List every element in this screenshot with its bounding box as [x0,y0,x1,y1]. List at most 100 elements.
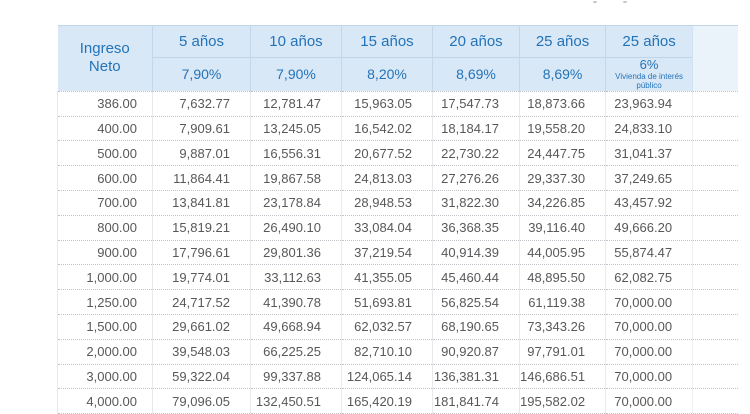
term-header-2: 10 años [250,25,342,58]
cropped-column-cell [692,338,738,365]
page: { "table": { "row_header_label": "Ingres… [57,1,738,414]
rate-header-5: 8,69% [518,57,606,92]
amount-cell: 33,112.63 [250,264,342,290]
income-cell: 4,000.00 [57,388,153,414]
amount-cell: 31,822.30 [432,190,520,216]
amount-cell: 37,219.54 [341,239,433,265]
header-row-rates: 7,90% 7,90% 8,20% 8,69% 8,69% 6% Vivienda de i… [58,57,738,92]
income-cell: 386.00 [57,90,153,117]
amount-cell: 24,833.10 [605,115,693,141]
amount-cell: 82,710.10 [341,338,433,365]
amount-cell: 61,119.38 [518,289,606,315]
loan-table-container: Ingreso Neto 5 años 10 años 15 años 20 años 25… [57,25,738,414]
amount-cell: 132,450.51 [250,388,342,414]
amount-cell: 9,887.01 [152,140,251,166]
amount-cell: 34,226.85 [518,190,606,216]
table-body: 386.00 7,632.77 12,781.47 15,963.05 17,547.7… [57,90,738,414]
cropped-text-fragment [593,1,597,3]
cropped-column-cell [692,115,738,141]
amount-cell: 68,190.65 [432,314,520,340]
amount-cell: 51,693.81 [341,289,433,315]
income-cell: 2,000.00 [57,338,153,365]
amount-cell: 15,819.21 [152,214,251,241]
amount-cell: 29,661.02 [152,314,251,340]
cropped-column-cell [692,264,738,290]
amount-cell: 146,686.51 [518,363,606,389]
amount-cell: 43,457.92 [605,190,693,216]
amount-cell: 70,000.00 [605,338,693,365]
amount-cell: 31,041.37 [605,140,693,166]
cropped-column-cell [692,90,738,117]
cropped-column-cell [692,363,738,389]
amount-cell: 15,963.05 [341,90,433,117]
amount-cell: 24,717.52 [152,289,251,315]
table-row: 700.00 13,841.81 23,178.84 28,948.53 31,822.… [57,190,738,216]
amount-cell: 19,558.20 [518,115,606,141]
rate-header-4: 8,69% [432,57,520,92]
amount-cell: 49,668.94 [250,314,342,340]
amount-cell: 79,096.05 [152,388,251,414]
amount-cell: 17,796.61 [152,239,251,265]
amount-cell: 165,420.19 [341,388,433,414]
rate-header-3: 8,20% [341,57,433,92]
amount-cell: 99,337.88 [250,363,342,389]
amount-cell: 33,084.04 [341,214,433,241]
table-header: Ingreso Neto 5 años 10 años 15 años 20 años 25… [57,25,738,92]
amount-cell: 56,825.54 [432,289,520,315]
income-cell: 3,000.00 [57,363,153,389]
amount-cell: 24,447.75 [518,140,606,166]
cropped-column-cell [692,140,738,166]
term-header-1: 5 años [152,25,251,58]
amount-cell: 24,813.03 [341,165,433,191]
cropped-column-cell [692,165,738,191]
amount-cell: 39,116.40 [518,214,606,241]
table-row: 1,250.00 24,717.52 41,390.78 51,693.81 56,82… [57,289,738,315]
income-cell: 400.00 [57,115,153,141]
amount-cell: 55,874.47 [605,239,693,265]
amount-cell: 70,000.00 [605,388,693,414]
table-row: 1,000.00 19,774.01 33,112.63 41,355.05 45,46… [57,264,738,290]
table-row: 2,000.00 39,548.03 66,225.25 82,710.10 90,92… [57,338,738,365]
amount-cell: 13,841.81 [152,190,251,216]
amount-cell: 11,864.41 [152,165,251,191]
amount-cell: 19,774.01 [152,264,251,290]
table-row: 4,000.00 79,096.05 132,450.51 165,420.19 181… [57,388,738,414]
cropped-column-cell [692,289,738,315]
income-cell: 1,250.00 [57,289,153,315]
amount-cell: 49,666.20 [605,214,693,241]
income-cell: 900.00 [57,239,153,265]
amount-cell: 136,381.31 [432,363,520,389]
amount-cell: 7,632.77 [152,90,251,117]
rate-header-2: 7,90% [250,57,342,92]
amount-cell: 28,948.53 [341,190,433,216]
term-header-5: 25 años [518,25,606,58]
amount-cell: 37,249.65 [605,165,693,191]
amount-cell: 70,000.00 [605,289,693,315]
income-cell: 800.00 [57,214,153,241]
amount-cell: 36,368.35 [432,214,520,241]
table-row: 386.00 7,632.77 12,781.47 15,963.05 17,547.7… [57,90,738,117]
amount-cell: 27,276.26 [432,165,520,191]
income-cell: 1,500.00 [57,314,153,340]
header-row-terms: Ingreso Neto 5 años 10 años 15 años 20 años 25… [57,25,738,92]
loan-amount-table: Ingreso Neto 5 años 10 años 15 años 20 años 25… [57,25,738,414]
amount-cell: 22,730.22 [432,140,520,166]
table-row: 1,500.00 29,661.02 49,668.94 62,032.57 68,19… [57,314,738,340]
amount-cell: 195,582.02 [518,388,606,414]
table-row: 500.00 9,887.01 16,556.31 20,677.52 22,730.2… [57,140,738,166]
table-row: 900.00 17,796.61 29,801.36 37,219.54 40,914.… [57,239,738,265]
cropped-column-header [692,25,738,92]
income-cell: 500.00 [57,140,153,166]
rate-header-1: 7,90% [152,57,251,92]
amount-cell: 41,390.78 [250,289,342,315]
cropped-column-cell [692,239,738,265]
cropped-text-fragment [623,1,627,3]
amount-cell: 97,791.01 [518,338,606,365]
amount-cell: 16,542.02 [341,115,433,141]
amount-cell: 20,677.52 [341,140,433,166]
amount-cell: 18,873.66 [518,90,606,117]
table-row: 400.00 7,909.61 13,245.05 16,542.02 18,184.1… [57,115,738,141]
amount-cell: 48,895.50 [518,264,606,290]
amount-cell: 73,343.26 [518,314,606,340]
amount-cell: 13,245.05 [250,115,342,141]
